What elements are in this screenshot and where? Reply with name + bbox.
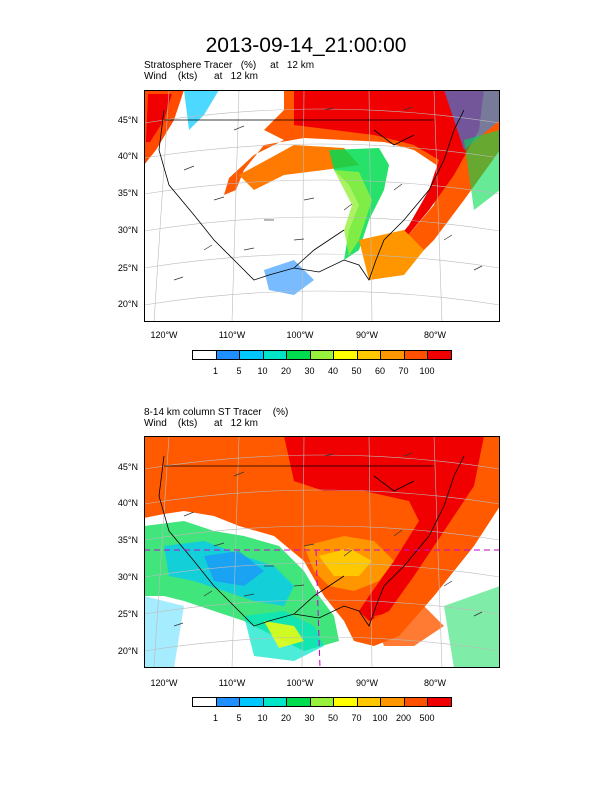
colorbar-swatch [403,350,428,360]
colorbar-label: 100 [372,713,388,723]
colorbar-label: 30 [304,713,315,723]
p2-lat-label-45: 45°N [117,462,138,472]
colorbar-swatch [262,697,287,707]
panel2-subtitle-2: Wind (kts) at 12 km [144,418,258,429]
colorbar-swatch [403,697,428,707]
colorbar-swatch [239,350,264,360]
colorbar-label: 70 [398,366,409,376]
p1-lat-label-30: 30°N [117,225,138,235]
p2-lat-label-20: 20°N [117,646,138,656]
colorbar-swatch [427,697,452,707]
colorbar-swatch [309,350,334,360]
p2-lat-label-40: 40°N [117,498,138,508]
p1-lon-label-80: 80°W [423,330,447,340]
p2-lat-label-35: 35°N [117,535,138,545]
map-panel-1 [144,90,500,322]
p1-lat-label-20: 20°N [117,299,138,309]
colorbar-label: 20 [280,366,291,376]
p2-lat-label-25: 25°N [117,609,138,619]
colorbar-swatch [380,697,405,707]
p2-lon-label-100: 100°W [286,678,314,688]
colorbar-swatch [309,697,334,707]
p1-lon-label-120: 120°W [150,330,178,340]
colorbar-swatch [239,697,264,707]
colorbar-label: 30 [304,366,315,376]
colorbar-swatch [215,350,240,360]
colorbar-label: 200 [395,713,412,723]
panel2-subtitle-1: 8-14 km column ST Tracer (%) [144,407,289,418]
colorbar-swatch [286,697,311,707]
p2-lon-label-80: 80°W [423,678,447,688]
colorbar-label: 500 [419,713,435,723]
colorbar-label: 40 [327,366,338,376]
colorbar-swatch [333,697,358,707]
page-title: 2013-09-14_21:00:00 [205,34,407,57]
colorbar-label: 5 [236,366,242,376]
colorbar-swatch [356,697,381,707]
colorbar-label: 5 [236,713,242,723]
p2-lon-label-110: 110°W [218,678,246,688]
map-2-svg [144,436,500,668]
colorbar-label: 50 [327,713,338,723]
colorbar-label: 70 [351,713,362,723]
map-panel-2 [144,436,500,668]
colorbar-swatch [286,350,311,360]
colorbar-label: 1 [212,366,218,376]
p1-lat-label-45: 45°N [117,115,138,125]
p1-lat-label-35: 35°N [117,188,138,198]
p2-lon-label-120: 120°W [150,678,178,688]
panel1-subtitle-2: Wind (kts) at 12 km [144,71,258,82]
p1-lon-label-110: 110°W [218,330,246,340]
p1-lon-label-100: 100°W [286,330,314,340]
colorbar-swatch [427,350,452,360]
colorbar-swatch [192,697,217,707]
colorbar-swatch [380,350,405,360]
colorbar-swatch [333,350,358,360]
colorbar-swatch [356,350,381,360]
p1-lat-label-40: 40°N [117,151,138,161]
colorbar-swatch [192,350,217,360]
colorbar-label: 10 [257,713,268,723]
colorbar-label: 10 [257,366,268,376]
colorbar-label: 20 [280,713,291,723]
colorbar-label: 1 [212,713,218,723]
colorbar-swatch [262,350,287,360]
p2-lon-label-90: 90°W [355,678,379,688]
p2-lat-label-30: 30°N [117,572,138,582]
panel1-subtitle-1: Stratosphere Tracer (%) at 12 km [144,60,315,71]
p1-lon-label-90: 90°W [355,330,379,340]
colorbar-swatch [215,697,240,707]
colorbar-label: 50 [351,366,362,376]
colorbar-label: 60 [374,366,385,376]
p1-lat-label-25: 25°N [117,263,138,273]
map-1-svg [144,90,500,322]
colorbar-label: 100 [419,366,435,376]
